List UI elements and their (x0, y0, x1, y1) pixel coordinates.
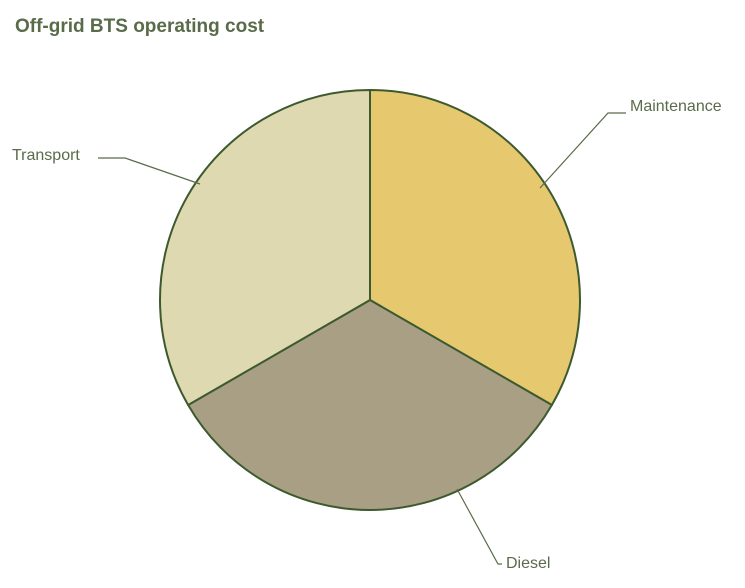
slice-label: Maintenance (630, 98, 722, 116)
slice-label: Diesel (506, 555, 550, 573)
leader-line (457, 489, 502, 564)
slice-label: Transport (12, 147, 80, 165)
pie-chart (0, 0, 745, 588)
leader-line (540, 113, 626, 188)
leader-line (98, 158, 200, 184)
chart-title: Off-grid BTS operating cost (15, 16, 264, 38)
